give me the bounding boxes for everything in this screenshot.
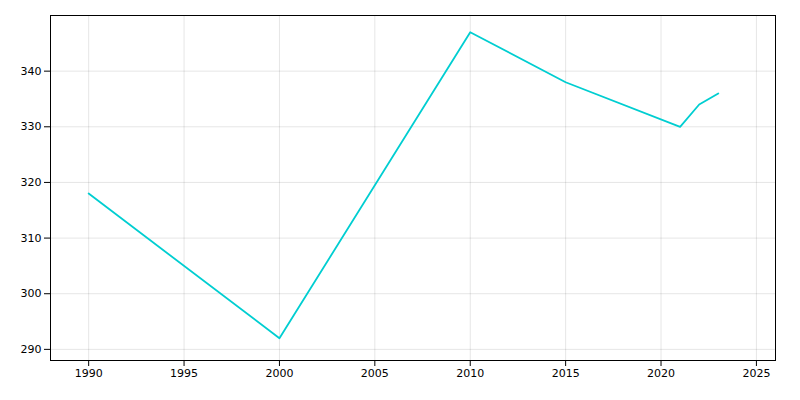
- svg-text:340: 340: [21, 65, 42, 78]
- svg-text:1995: 1995: [170, 367, 198, 380]
- svg-text:330: 330: [21, 120, 42, 133]
- svg-text:310: 310: [21, 232, 42, 245]
- svg-text:2020: 2020: [647, 367, 675, 380]
- svg-text:2010: 2010: [456, 367, 484, 380]
- svg-text:320: 320: [21, 176, 42, 189]
- svg-text:1990: 1990: [75, 367, 103, 380]
- svg-text:300: 300: [21, 287, 42, 300]
- svg-text:2015: 2015: [552, 367, 580, 380]
- svg-text:290: 290: [21, 343, 42, 356]
- svg-text:2000: 2000: [265, 367, 293, 380]
- svg-text:2005: 2005: [361, 367, 389, 380]
- svg-text:2025: 2025: [742, 367, 770, 380]
